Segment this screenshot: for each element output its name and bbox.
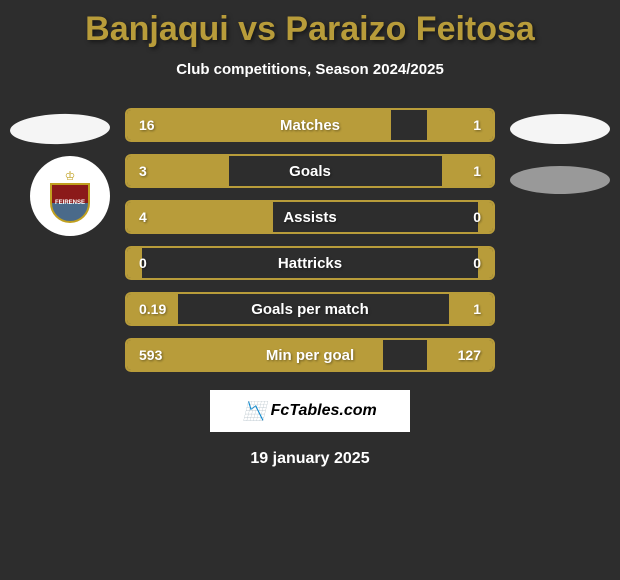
stat-right-value: 0: [473, 255, 481, 271]
player-left-placeholder: [10, 112, 111, 145]
shield-icon: FEIRENSE: [50, 183, 90, 223]
stat-fill-right: [427, 110, 493, 140]
stat-label: Assists: [283, 209, 336, 226]
stat-row-gpm: 0.19 Goals per match 1: [125, 292, 495, 326]
stat-label: Matches: [280, 117, 340, 134]
stat-row-hattricks: 0 Hattricks 0: [125, 246, 495, 280]
stat-label: Goals: [289, 163, 331, 180]
stat-fill-left: [127, 110, 391, 140]
chart-icon: 📉: [243, 401, 265, 422]
player-right-placeholder-2: [510, 166, 610, 194]
stat-left-value: 16: [139, 117, 155, 133]
club-badge-inner: ♔ FEIRENSE: [40, 166, 100, 226]
stat-label: Hattricks: [278, 255, 342, 272]
subtitle: Club competitions, Season 2024/2025: [176, 61, 444, 78]
crown-icon: ♔: [65, 169, 76, 183]
stat-right-value: 1: [473, 117, 481, 133]
date: 19 january 2025: [250, 450, 369, 468]
branding-box: 📉 FcTables.com: [210, 390, 410, 432]
stat-left-value: 0.19: [139, 301, 166, 317]
club-badge-left: ♔ FEIRENSE: [30, 156, 110, 236]
stat-fill-left: [127, 202, 273, 232]
page-title: Banjaqui vs Paraizo Feitosa: [85, 10, 535, 49]
badge-name: FEIRENSE: [55, 200, 85, 206]
stat-rows: 16 Matches 1 3 Goals 1 4 Assists 0: [125, 108, 495, 372]
stat-row-matches: 16 Matches 1: [125, 108, 495, 142]
stat-left-value: 0: [139, 255, 147, 271]
stat-right-value: 0: [473, 209, 481, 225]
player-right-placeholder-1: [510, 114, 610, 144]
stat-label: Min per goal: [266, 347, 354, 364]
stats-area: ♔ FEIRENSE 16 Matches 1 3 Goals 1: [0, 108, 620, 372]
stat-left-value: 593: [139, 347, 162, 363]
stat-fill-right: [442, 156, 493, 186]
stat-fill-right: [449, 294, 493, 324]
stat-right-value: 127: [458, 347, 481, 363]
stat-row-goals: 3 Goals 1: [125, 154, 495, 188]
branding-text: FcTables.com: [271, 402, 377, 420]
stat-label: Goals per match: [251, 301, 369, 318]
stat-right-value: 1: [473, 163, 481, 179]
stat-right-value: 1: [473, 301, 481, 317]
stat-left-value: 3: [139, 163, 147, 179]
comparison-infographic: Banjaqui vs Paraizo Feitosa Club competi…: [0, 0, 620, 580]
stat-row-assists: 4 Assists 0: [125, 200, 495, 234]
stat-left-value: 4: [139, 209, 147, 225]
stat-row-mpg: 593 Min per goal 127: [125, 338, 495, 372]
